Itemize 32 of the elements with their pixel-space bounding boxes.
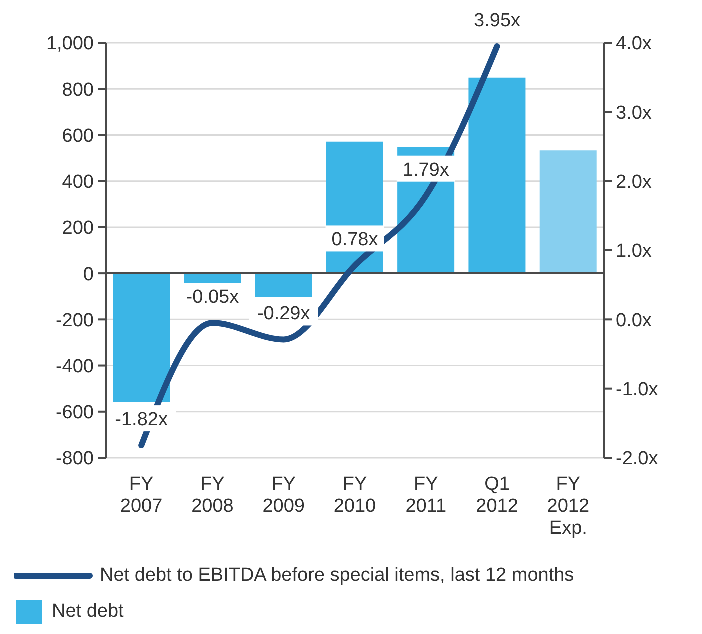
x-tick-label: FY 2008 [192, 474, 234, 517]
y-tick-label: -600 [56, 402, 94, 424]
y-tick-label: 600 [62, 126, 94, 147]
y-tick-label: 0 [83, 264, 94, 286]
y-tick-label: -800 [56, 448, 94, 470]
x-tick-label: FY 2007 [120, 474, 163, 517]
data-label: 1.79x [402, 160, 450, 181]
data-label: 0.78x [332, 230, 379, 251]
y-tick-label: 1,000 [46, 34, 94, 55]
y-tick-label: 800 [62, 80, 94, 101]
y2-tick-label: 1.0x [616, 241, 652, 262]
x-tick-label: FY 2009 [262, 474, 305, 517]
legend-label: Net debt to EBITDA before special items, last 12 months [100, 565, 574, 587]
data-label: -0.29x [257, 304, 311, 325]
y2-tick-label: 3.0x [616, 102, 652, 124]
y-tick-label: 200 [62, 218, 94, 240]
x-tick-label: Q1 2012 [476, 474, 518, 517]
x-tick-label: FY 2012 Exp. [547, 474, 590, 539]
x-tick-label: FY 2010 [334, 474, 376, 517]
data-label: 3.95x [474, 10, 522, 32]
y2-tick-label: 0.0x [616, 310, 652, 332]
x-tick-label: FY 2011 [406, 474, 447, 517]
data-label: -0.05x [186, 287, 240, 308]
y-tick-label: 400 [62, 172, 94, 194]
legend-label: Net debt [52, 601, 124, 623]
data-label: -1.82x [115, 410, 168, 431]
y2-tick-label: 4.0x [616, 34, 652, 55]
y2-tick-label: -2.0x [616, 448, 659, 470]
y2-tick-label: 2.0x [616, 172, 652, 194]
y-tick-label: -400 [56, 356, 94, 378]
y2-tick-label: -1.0x [616, 380, 659, 401]
y-tick-label: -200 [56, 310, 94, 332]
